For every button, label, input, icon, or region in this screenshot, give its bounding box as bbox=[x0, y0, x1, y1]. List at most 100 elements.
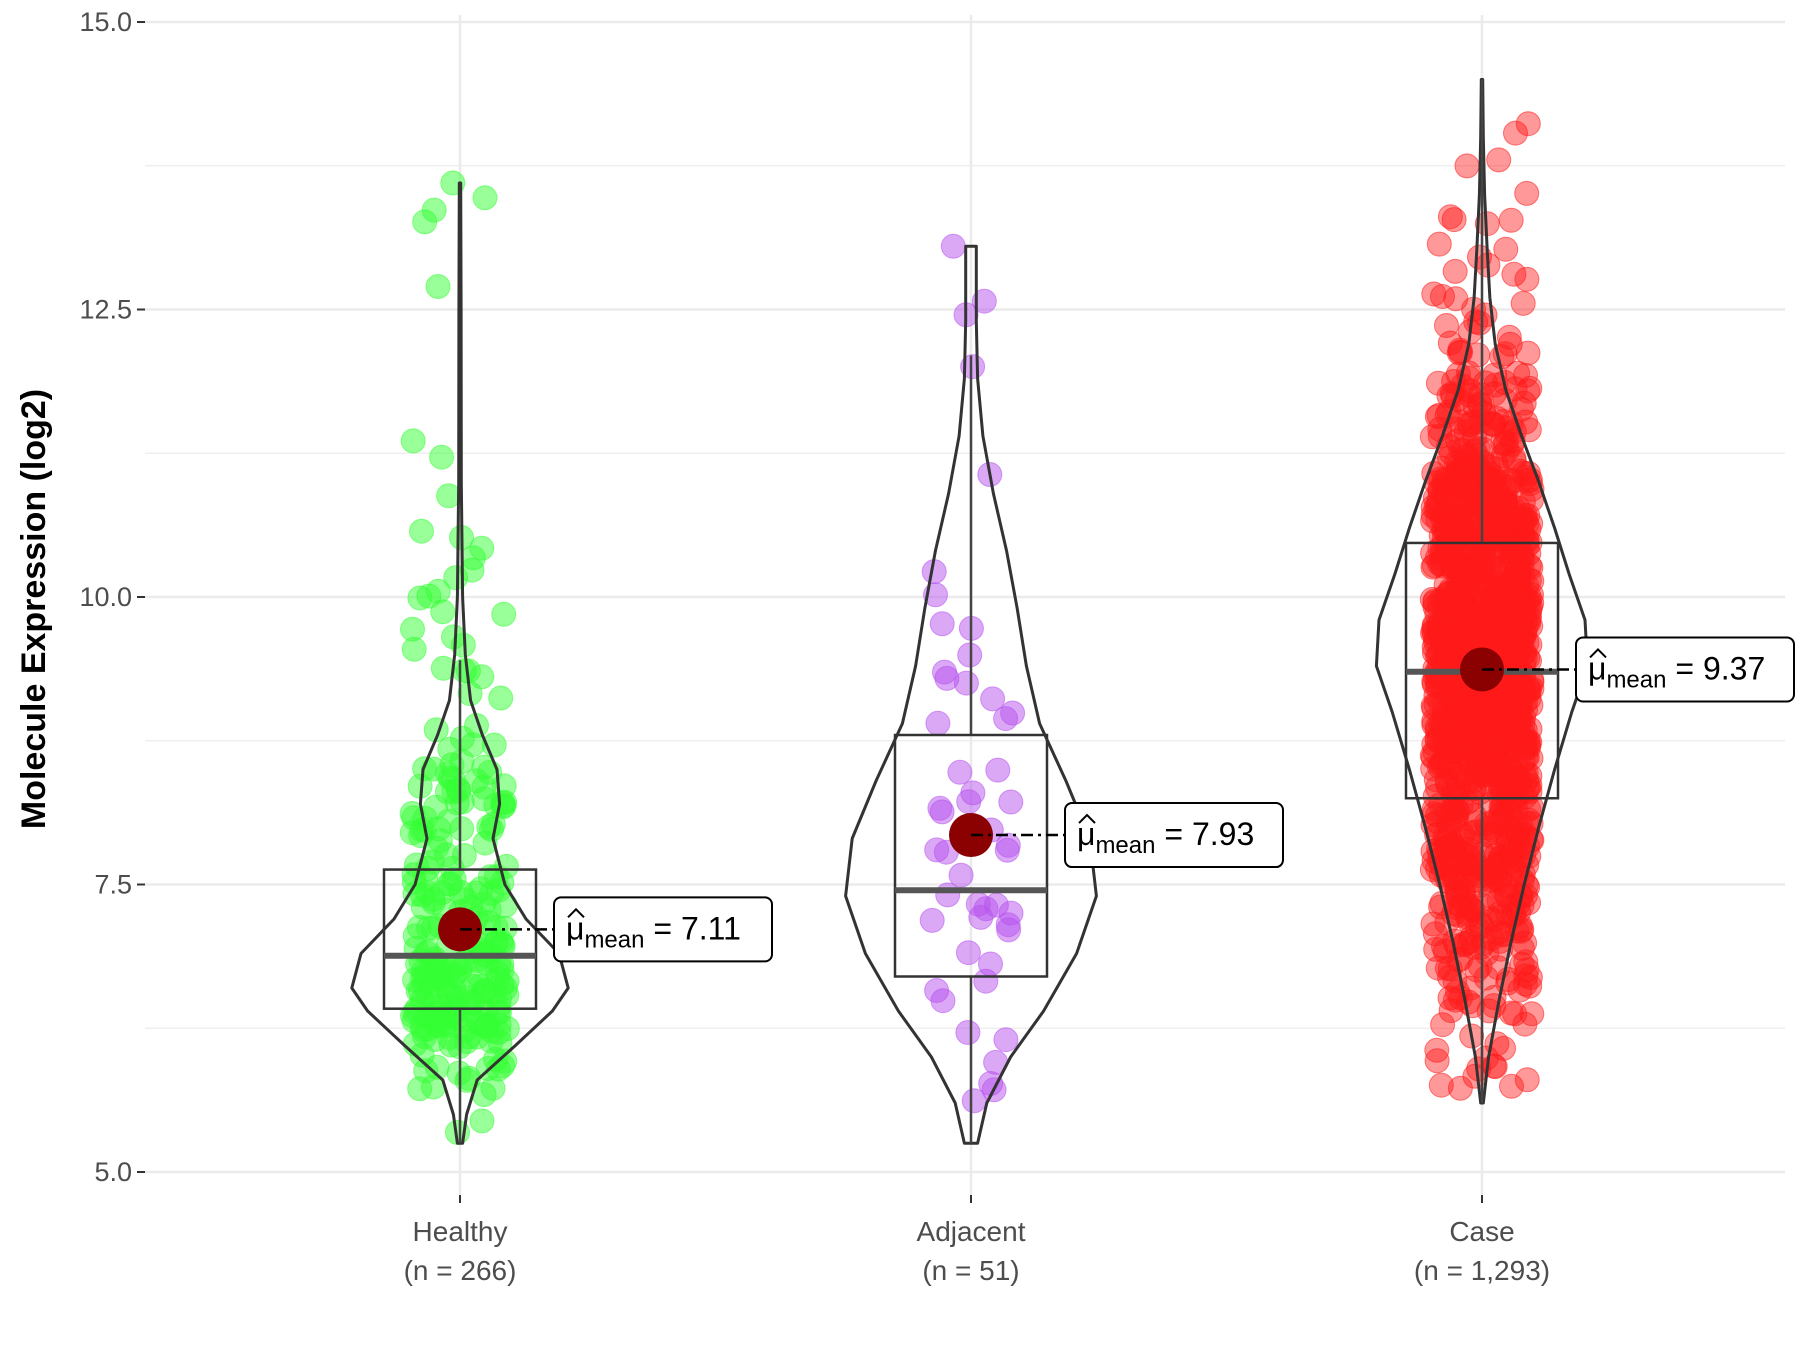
data-point bbox=[1449, 852, 1474, 878]
data-point bbox=[1430, 1012, 1456, 1038]
data-point bbox=[1461, 438, 1487, 464]
data-point bbox=[1481, 381, 1507, 407]
data-point bbox=[1506, 578, 1532, 604]
outlier-point bbox=[491, 601, 517, 627]
data-point bbox=[1511, 390, 1537, 416]
data-point bbox=[919, 907, 945, 933]
data-point bbox=[994, 837, 1020, 863]
data-point bbox=[1510, 710, 1536, 736]
data-point bbox=[421, 889, 446, 915]
data-point bbox=[1428, 752, 1454, 778]
data-point bbox=[961, 1088, 987, 1114]
data-point bbox=[1481, 993, 1507, 1019]
data-point bbox=[1480, 704, 1506, 730]
violin-outline bbox=[350, 181, 570, 1145]
data-point bbox=[1465, 615, 1491, 641]
data-point bbox=[1516, 734, 1542, 760]
data-point bbox=[1512, 1011, 1538, 1037]
data-point bbox=[1476, 859, 1502, 885]
data-point bbox=[1490, 443, 1516, 468]
data-point bbox=[400, 428, 426, 454]
data-point bbox=[1437, 204, 1463, 230]
data-point bbox=[1505, 642, 1531, 668]
data-point bbox=[1427, 477, 1453, 503]
data-point bbox=[415, 939, 441, 965]
data-point bbox=[1487, 901, 1512, 927]
data-point bbox=[1459, 502, 1485, 528]
data-point bbox=[1481, 597, 1507, 623]
data-point bbox=[948, 862, 974, 888]
data-point bbox=[1498, 1000, 1524, 1026]
data-point bbox=[1483, 860, 1509, 886]
data-point bbox=[993, 706, 1019, 732]
x-category-label: Case bbox=[1449, 1216, 1514, 1247]
data-point bbox=[1459, 925, 1485, 951]
data-point bbox=[955, 1020, 981, 1045]
data-point bbox=[1456, 837, 1481, 863]
data-point bbox=[1425, 507, 1451, 533]
data-point bbox=[492, 1048, 518, 1074]
data-point bbox=[1430, 713, 1456, 739]
data-point bbox=[1503, 788, 1529, 814]
data-point bbox=[421, 197, 447, 223]
y-tick-label: 10.0 bbox=[79, 582, 132, 612]
data-point bbox=[1426, 231, 1452, 257]
data-point bbox=[1514, 180, 1540, 206]
group-healthy: μmean = 7.11 bbox=[350, 170, 773, 1145]
data-point bbox=[980, 686, 1006, 712]
data-point bbox=[1437, 501, 1463, 527]
hat-accent-icon bbox=[567, 907, 585, 919]
x-count-label: (n = 1,293) bbox=[1414, 1255, 1550, 1286]
data-point bbox=[1491, 1035, 1516, 1061]
data-point bbox=[998, 789, 1024, 815]
data-point bbox=[1497, 862, 1523, 888]
data-point bbox=[472, 185, 498, 211]
data-point bbox=[408, 823, 434, 849]
data-point bbox=[1493, 236, 1519, 262]
data-point bbox=[1486, 888, 1512, 914]
data-point bbox=[1431, 605, 1457, 631]
data-point bbox=[1513, 949, 1539, 975]
mean-label-box bbox=[553, 896, 773, 963]
data-point bbox=[1486, 810, 1511, 836]
y-axis: 5.0 7.5 10.0 12.5 15.0 bbox=[79, 7, 145, 1187]
data-point bbox=[1450, 581, 1476, 607]
data-point bbox=[1505, 706, 1531, 732]
data-point bbox=[1486, 730, 1511, 756]
iqr-box bbox=[382, 868, 538, 1010]
data-point bbox=[953, 670, 979, 696]
data-point bbox=[1506, 731, 1532, 756]
data-point bbox=[488, 685, 514, 711]
data-point bbox=[1427, 551, 1453, 577]
data-point bbox=[1452, 449, 1478, 475]
x-category-label: Adjacent bbox=[917, 1216, 1026, 1247]
x-axis: Healthy (n = 266) Adjacent (n = 51) Case (n =… bbox=[404, 1195, 1550, 1286]
data-point bbox=[1448, 584, 1474, 609]
data-point bbox=[993, 1027, 1019, 1053]
data-point bbox=[1517, 598, 1543, 623]
data-point bbox=[494, 968, 520, 994]
mean-label: μmean = 7.11 bbox=[566, 910, 741, 953]
data-point bbox=[469, 535, 495, 561]
data-point bbox=[469, 1108, 495, 1134]
groups: μmean = 7.11 μmean = 7.93 μmean = 9.37 bbox=[350, 78, 1795, 1145]
data-point bbox=[1422, 783, 1448, 809]
data-point bbox=[1473, 604, 1499, 630]
data-point bbox=[1487, 691, 1513, 716]
data-point bbox=[1495, 900, 1521, 926]
data-point bbox=[1436, 399, 1462, 425]
data-point bbox=[1483, 697, 1509, 723]
data-point bbox=[1460, 409, 1486, 435]
data-point bbox=[996, 917, 1022, 943]
data-point bbox=[1447, 1075, 1473, 1101]
data-point bbox=[1475, 757, 1501, 783]
data-point bbox=[1505, 768, 1531, 794]
data-point bbox=[471, 978, 497, 1004]
data-point bbox=[1501, 261, 1527, 287]
data-point bbox=[1437, 330, 1463, 356]
data-point bbox=[1432, 938, 1458, 964]
data-point bbox=[1431, 725, 1457, 751]
group-case: μmean = 9.37 bbox=[1374, 78, 1795, 1105]
x-count-label: (n = 266) bbox=[404, 1255, 517, 1286]
data-point bbox=[1472, 762, 1498, 788]
